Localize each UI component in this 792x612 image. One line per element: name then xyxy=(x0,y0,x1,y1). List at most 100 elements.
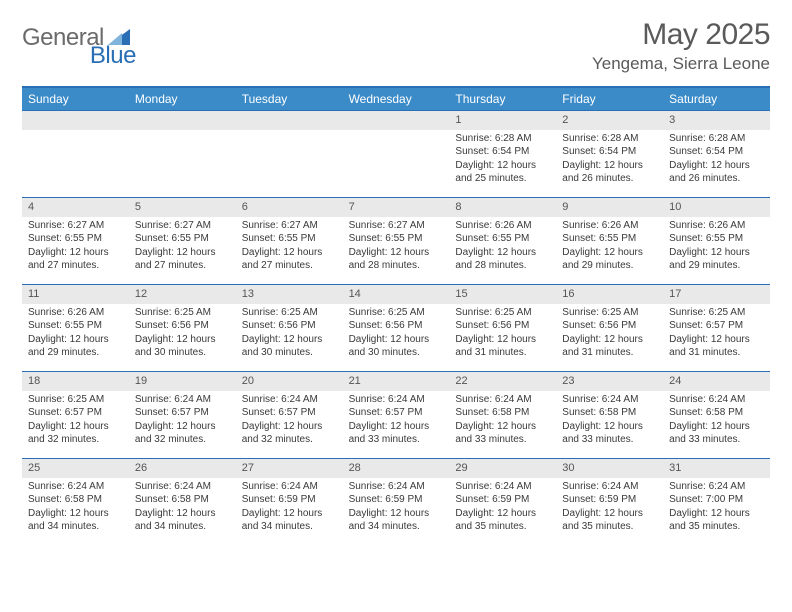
sunrise-text: Sunrise: 6:26 AM xyxy=(669,219,764,233)
sunset-text: Sunset: 6:57 PM xyxy=(349,406,444,420)
sunset-text: Sunset: 6:55 PM xyxy=(562,232,657,246)
sunrise-text: Sunrise: 6:26 AM xyxy=(28,306,123,320)
day-number: 17 xyxy=(663,285,770,304)
sunset-text: Sunset: 6:54 PM xyxy=(562,145,657,159)
daylight-text: Daylight: 12 hours and 35 minutes. xyxy=(455,507,550,534)
weekday-label: Wednesday xyxy=(343,88,450,110)
sunset-text: Sunset: 6:55 PM xyxy=(242,232,337,246)
day-body: Sunrise: 6:25 AMSunset: 6:57 PMDaylight:… xyxy=(663,304,770,364)
day-cell: 23Sunrise: 6:24 AMSunset: 6:58 PMDayligh… xyxy=(556,372,663,458)
sunrise-text: Sunrise: 6:25 AM xyxy=(349,306,444,320)
daylight-text: Daylight: 12 hours and 33 minutes. xyxy=(669,420,764,447)
day-body: Sunrise: 6:27 AMSunset: 6:55 PMDaylight:… xyxy=(236,217,343,277)
brand-part2: Blue xyxy=(90,42,136,70)
daylight-text: Daylight: 12 hours and 32 minutes. xyxy=(28,420,123,447)
day-cell: 6Sunrise: 6:27 AMSunset: 6:55 PMDaylight… xyxy=(236,198,343,284)
day-body: Sunrise: 6:27 AMSunset: 6:55 PMDaylight:… xyxy=(343,217,450,277)
sunrise-text: Sunrise: 6:24 AM xyxy=(28,480,123,494)
day-body: Sunrise: 6:28 AMSunset: 6:54 PMDaylight:… xyxy=(449,130,556,190)
sunrise-text: Sunrise: 6:24 AM xyxy=(349,393,444,407)
sunset-text: Sunset: 6:59 PM xyxy=(562,493,657,507)
day-cell: 4Sunrise: 6:27 AMSunset: 6:55 PMDaylight… xyxy=(22,198,129,284)
sunset-text: Sunset: 6:56 PM xyxy=(349,319,444,333)
sunset-text: Sunset: 6:59 PM xyxy=(455,493,550,507)
sunset-text: Sunset: 6:55 PM xyxy=(455,232,550,246)
sunset-text: Sunset: 6:55 PM xyxy=(349,232,444,246)
day-cell: 29 Sunrise: 6:24 AMSunset: 6:59 PMDayligh… xyxy=(449,459,556,545)
daylight-text: Daylight: 12 hours and 35 minutes. xyxy=(669,507,764,534)
day-number: 15 xyxy=(449,285,556,304)
sunrise-text: Sunrise: 6:24 AM xyxy=(455,480,550,494)
daylight-text: Daylight: 12 hours and 27 minutes. xyxy=(242,246,337,273)
day-cell: 24Sunrise: 6:24 AMSunset: 6:58 PMDayligh… xyxy=(663,372,770,458)
day-body: Sunrise: 6:27 AMSunset: 6:55 PMDaylight:… xyxy=(129,217,236,277)
daylight-text: Daylight: 12 hours and 34 minutes. xyxy=(28,507,123,534)
daylight-text: Daylight: 12 hours and 29 minutes. xyxy=(562,246,657,273)
weekday-label: Thursday xyxy=(449,88,556,110)
day-cell: 11Sunrise: 6:26 AMSunset: 6:55 PMDayligh… xyxy=(22,285,129,371)
day-cell: 25Sunrise: 6:24 AMSunset: 6:58 PMDayligh… xyxy=(22,459,129,545)
daylight-text: Daylight: 12 hours and 34 minutes. xyxy=(135,507,230,534)
day-cell: 22Sunrise: 6:24 AMSunset: 6:58 PMDayligh… xyxy=(449,372,556,458)
sunset-text: Sunset: 6:55 PM xyxy=(135,232,230,246)
day-cell: 9Sunrise: 6:26 AMSunset: 6:55 PMDaylight… xyxy=(556,198,663,284)
week-row: 18Sunrise: 6:25 AMSunset: 6:57 PMDayligh… xyxy=(22,371,770,458)
day-cell: 12Sunrise: 6:25 AMSunset: 6:56 PMDayligh… xyxy=(129,285,236,371)
header: General Blue May 2025 Yengema, Sierra Le… xyxy=(22,18,770,74)
calendar-page: General Blue May 2025 Yengema, Sierra Le… xyxy=(0,0,792,563)
day-number: 13 xyxy=(236,285,343,304)
day-cell: 28Sunrise: 6:24 AMSunset: 6:59 PMDayligh… xyxy=(343,459,450,545)
day-cell: 21Sunrise: 6:24 AMSunset: 6:57 PMDayligh… xyxy=(343,372,450,458)
day-number: 2 xyxy=(556,111,663,130)
sunrise-text: Sunrise: 6:28 AM xyxy=(455,132,550,146)
daylight-text: Daylight: 12 hours and 28 minutes. xyxy=(349,246,444,273)
daylight-text: Daylight: 12 hours and 30 minutes. xyxy=(135,333,230,360)
daylight-text: Daylight: 12 hours and 35 minutes. xyxy=(562,507,657,534)
day-cell: 20Sunrise: 6:24 AMSunset: 6:57 PMDayligh… xyxy=(236,372,343,458)
sunrise-text: Sunrise: 6:24 AM xyxy=(669,393,764,407)
day-body: Sunrise: 6:24 AMSunset: 6:57 PMDaylight:… xyxy=(343,391,450,451)
day-number: 6 xyxy=(236,198,343,217)
sunset-text: Sunset: 6:59 PM xyxy=(349,493,444,507)
daylight-text: Daylight: 12 hours and 26 minutes. xyxy=(562,159,657,186)
day-body: Sunrise: 6:24 AMSunset: 6:59 PMDaylight:… xyxy=(343,478,450,538)
day-cell: 27Sunrise: 6:24 AMSunset: 6:59 PMDayligh… xyxy=(236,459,343,545)
day-cell: 17Sunrise: 6:25 AMSunset: 6:57 PMDayligh… xyxy=(663,285,770,371)
sunset-text: Sunset: 6:58 PM xyxy=(28,493,123,507)
daylight-text: Daylight: 12 hours and 32 minutes. xyxy=(135,420,230,447)
month-title: May 2025 xyxy=(592,18,770,52)
day-number: 8 xyxy=(449,198,556,217)
day-number: 22 xyxy=(449,372,556,391)
day-body: Sunrise: 6:24 AMSunset: 6:58 PMDaylight:… xyxy=(556,391,663,451)
daylight-text: Daylight: 12 hours and 31 minutes. xyxy=(455,333,550,360)
day-body: Sunrise: 6:24 AMSunset: 6:58 PMDaylight:… xyxy=(129,478,236,538)
day-body: Sunrise: 6:28 AMSunset: 6:54 PMDaylight:… xyxy=(556,130,663,190)
sunset-text: Sunset: 7:00 PM xyxy=(669,493,764,507)
daylight-text: Daylight: 12 hours and 32 minutes. xyxy=(242,420,337,447)
day-number: 21 xyxy=(343,372,450,391)
day-body: Sunrise: 6:24 AMSunset: 6:59 PMDaylight:… xyxy=(556,478,663,538)
sunset-text: Sunset: 6:54 PM xyxy=(455,145,550,159)
sunset-text: Sunset: 6:57 PM xyxy=(242,406,337,420)
daylight-text: Daylight: 12 hours and 29 minutes. xyxy=(28,333,123,360)
day-number: 29 xyxy=(449,459,556,478)
day-body: Sunrise: 6:25 AMSunset: 6:56 PMDaylight:… xyxy=(129,304,236,364)
daylight-text: Daylight: 12 hours and 25 minutes. xyxy=(455,159,550,186)
day-body: Sunrise: 6:25 AMSunset: 6:56 PMDaylight:… xyxy=(556,304,663,364)
sunrise-text: Sunrise: 6:24 AM xyxy=(349,480,444,494)
sunrise-text: Sunrise: 6:27 AM xyxy=(242,219,337,233)
day-body: Sunrise: 6:26 AMSunset: 6:55 PMDaylight:… xyxy=(556,217,663,277)
weekday-label: Tuesday xyxy=(236,88,343,110)
sunset-text: Sunset: 6:55 PM xyxy=(28,232,123,246)
week-row: 1Sunrise: 6:28 AMSunset: 6:54 PMDaylight… xyxy=(22,110,770,197)
day-number xyxy=(236,111,343,130)
sunrise-text: Sunrise: 6:24 AM xyxy=(455,393,550,407)
brand-logo: General Blue xyxy=(22,18,180,52)
day-number: 31 xyxy=(663,459,770,478)
weekday-label: Sunday xyxy=(22,88,129,110)
day-number: 19 xyxy=(129,372,236,391)
sunrise-text: Sunrise: 6:25 AM xyxy=(669,306,764,320)
day-cell xyxy=(22,111,129,197)
weekday-header-row: Sunday Monday Tuesday Wednesday Thursday… xyxy=(22,88,770,110)
day-cell: 18Sunrise: 6:25 AMSunset: 6:57 PMDayligh… xyxy=(22,372,129,458)
